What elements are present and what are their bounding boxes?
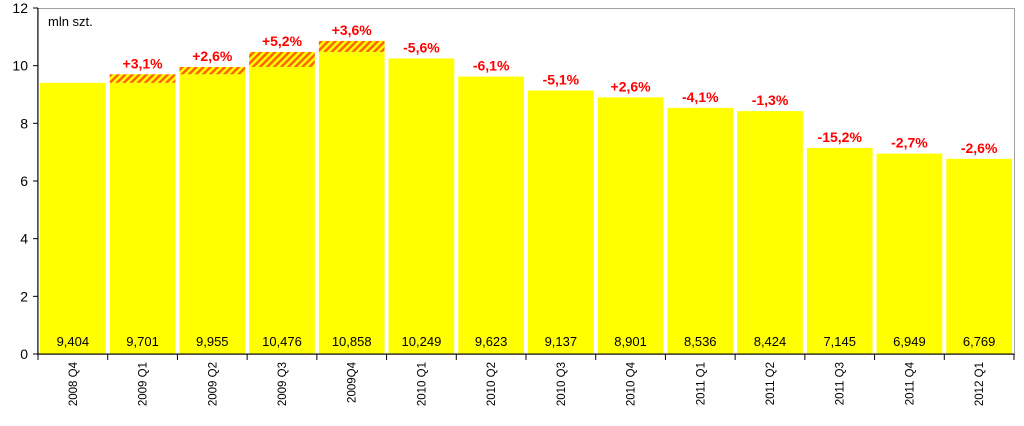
value-label: 8,536 [684,334,717,349]
bar [388,58,455,354]
category-label: 2010 Q3 [556,362,568,406]
bar-increase-segment [318,40,385,52]
change-label: -1,3% [752,92,789,108]
y-tick-label: 8 [20,115,28,131]
axes-group: 0 2 4 6 8 10 12 [12,0,1015,362]
category-label: 2008 Q4 [68,361,80,406]
value-label: 7,145 [823,334,856,349]
bar [667,107,734,355]
value-label: 9,623 [475,334,508,349]
category-label: 2011 Q1 [695,362,707,405]
y-tick-label: 6 [20,173,28,189]
value-label: 6,769 [963,334,996,349]
value-label: 9,137 [545,334,578,349]
y-tick-label: 0 [20,346,28,362]
change-label: +2,6% [611,78,652,94]
category-label: 2011 Q3 [835,362,847,405]
change-label: -6,1% [473,58,510,74]
bar [318,51,385,354]
change-label: -2,7% [891,135,928,151]
value-label: 8,424 [754,334,787,349]
change-label: -5,6% [403,39,440,55]
bar [737,111,803,354]
change-label: +2,6% [192,48,233,64]
bar [109,82,176,355]
category-label: 2009 Q1 [138,362,150,406]
y-tick-label: 2 [20,288,28,304]
bar [946,158,1012,354]
value-label: 10,858 [332,334,372,349]
category-label: 2011 Q4 [904,361,916,405]
y-tick-label: 4 [20,231,28,247]
category-label: 2012 Q1 [974,362,986,406]
category-label: 2010 Q2 [486,362,498,406]
category-label: 2009 Q2 [207,362,219,406]
bar [597,97,664,355]
bar [40,82,106,355]
bar [528,90,594,354]
unit-label: mln szt. [48,14,93,29]
bar [179,74,246,354]
y-tick-label: 12 [12,0,28,16]
change-label: -4,1% [682,89,719,105]
category-label: 2009 Q3 [277,362,289,406]
bar [249,66,315,354]
category-label: 2010 Q4 [626,361,638,406]
category-label: 2010 Q1 [416,362,428,406]
value-label: 9,404 [57,334,90,349]
value-label: 8,901 [614,334,647,349]
change-label: -2,6% [961,140,998,156]
change-label: -5,1% [543,72,580,88]
bar-increase-segment [179,66,246,75]
y-tick-label: 10 [12,58,28,74]
change-label: +5,2% [262,33,303,49]
bar [806,147,873,354]
bars-group: 9,404 2008 Q4 9,701 +3,1% 2009 Q1 9,955 +2,6% 2… [40,22,1012,406]
bar [876,153,943,354]
change-label: +3,6% [332,22,373,38]
value-label: 10,249 [402,334,442,349]
value-label: 9,955 [196,334,229,349]
bar [458,76,524,354]
bar-increase-segment [109,74,176,83]
bar-increase-segment [249,51,315,67]
value-label: 10,476 [262,334,302,349]
value-label: 9,701 [126,334,159,349]
category-label: 2011 Q2 [765,362,777,405]
change-label: -15,2% [818,129,863,145]
value-label: 6,949 [893,334,926,349]
change-label: +3,1% [123,55,164,71]
category-label: 2009Q4 [347,361,359,403]
